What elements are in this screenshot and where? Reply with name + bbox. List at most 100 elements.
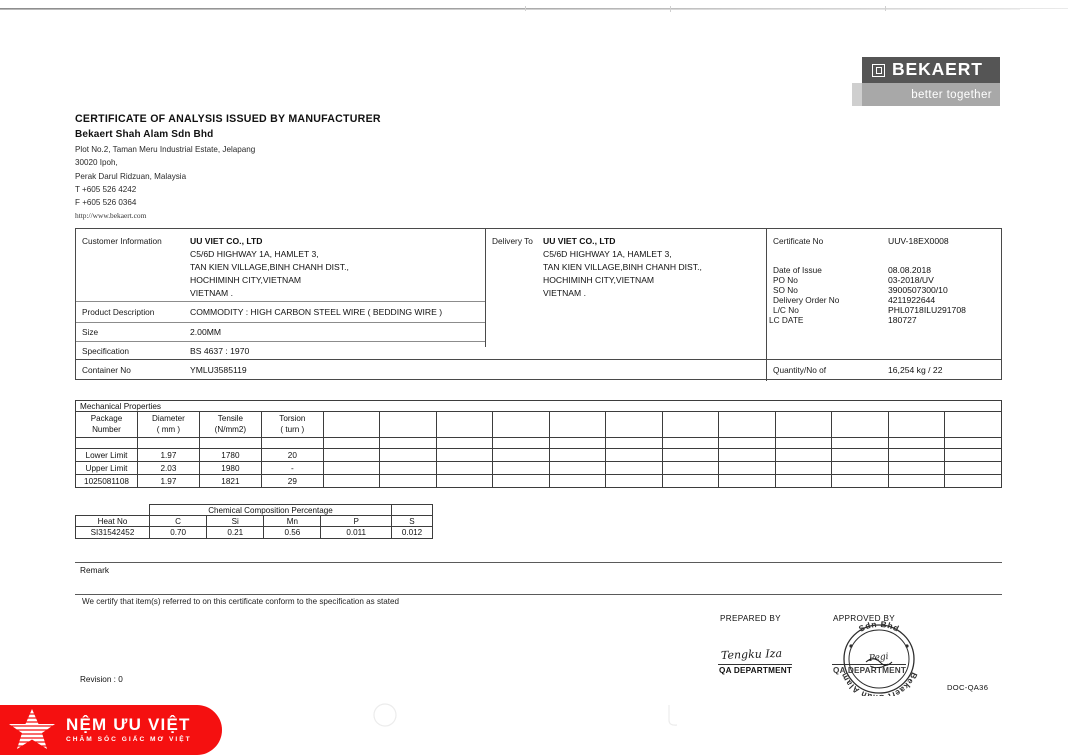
table-cell (718, 474, 776, 488)
prepared-by-signature: Tengku Iza (720, 646, 783, 662)
logo-wordmark: BEKAERT (892, 59, 983, 80)
spacer-cell (774, 437, 833, 449)
table-cell (605, 448, 663, 462)
table-cell: 0.012 (391, 526, 433, 539)
table-cell: Lower Limit (75, 448, 138, 462)
company-stamp: Sdn Bhd Bekaert Shah Alam Pegi (838, 620, 919, 696)
column-header: Tensile (N/mm2) (198, 411, 262, 438)
lc-date-label: LC DATE (769, 315, 804, 325)
panel-divider-horizontal (76, 359, 1001, 360)
table-cell: 1.97 (136, 474, 200, 488)
certify-divider (75, 594, 1002, 595)
chemical-title: Chemical Composition Percentage (149, 504, 392, 516)
date-of-issue-label: Date of Issue (773, 265, 822, 275)
spacer-cell (605, 437, 663, 449)
specification-label: Specification (82, 346, 130, 356)
issuing-company-name: Bekaert Shah Alam Sdn Bhd (75, 129, 214, 141)
spacer-cell (391, 504, 433, 516)
spacer-cell (136, 437, 200, 449)
table-cell (605, 474, 663, 488)
customer-information-label: Customer Information (82, 236, 162, 246)
chemical-title-row: Chemical Composition Percentage (76, 504, 433, 516)
delivery-to-label: Delivery To (492, 236, 533, 246)
scan-artifact-circle (373, 703, 397, 727)
table-cell (492, 474, 550, 488)
approved-by-label: APPROVED BY (833, 614, 895, 623)
table-cell (661, 461, 720, 475)
spacer-cell (718, 437, 776, 449)
table-cell: 1980 (198, 461, 262, 475)
table-cell: 0.56 (263, 526, 322, 539)
table-cell (774, 448, 833, 462)
issuing-company-address: Plot No.2, Taman Meru Industrial Estate,… (75, 143, 635, 209)
column-header (944, 411, 1002, 438)
spacer-cell (260, 437, 324, 449)
column-header: Heat No (75, 515, 150, 527)
quantity-value: 16,254 kg / 22 (888, 365, 943, 375)
table-cell: 0.70 (148, 526, 208, 539)
star-logo-icon (4, 709, 60, 749)
logo-banner: BEKAERT (862, 57, 1000, 83)
address-line: VIETNAM . (190, 288, 233, 299)
table-cell: 2.03 (136, 461, 200, 475)
scan-artifact-hook (668, 705, 678, 726)
address-line: VIETNAM . (543, 288, 586, 299)
nem-uu-viet-banner: NỆM ƯU VIỆT CHĂM SÓC GIẤC MƠ VIỆT (0, 705, 222, 755)
lc-date-value: 180727 (888, 315, 917, 325)
table-cell (831, 448, 889, 462)
table-cell: SI31542452 (75, 526, 150, 539)
address-line: T +605 526 4242 (75, 184, 137, 194)
address-line: HOCHIMINH CITY,VIETNAM (190, 275, 302, 286)
table-cell: Upper Limit (75, 461, 138, 475)
panel-divider-vertical (766, 229, 767, 381)
column-header: Si (206, 515, 265, 527)
po-no-label: PO No (773, 275, 798, 285)
delivery-order-no-value: 4211922644 (888, 295, 936, 305)
revision-label: Revision : 0 (80, 675, 123, 684)
table-cell: 29 (260, 474, 324, 488)
product-description-label: Product Description (82, 307, 155, 317)
table-cell (548, 461, 607, 475)
table-cell (492, 448, 550, 462)
panel-divider-horizontal (76, 301, 485, 302)
document-header: CERTIFICATE OF ANALYSIS ISSUED BY MANUFA… (75, 112, 635, 220)
column-header: Torsion( turn ) (260, 411, 324, 438)
address-line: C5/6D HIGHWAY 1A, HAMLET 3, (190, 249, 319, 259)
container-no-value: YMLU3585119 (190, 365, 247, 375)
customer-address: C5/6D HIGHWAY 1A, HAMLET 3, TAN KIEN VIL… (190, 248, 349, 300)
table-cell (435, 448, 494, 462)
table-cell: 20 (260, 448, 324, 462)
certificate-no-label: Certificate No (773, 236, 824, 246)
panel-divider-horizontal (76, 322, 485, 323)
certificate-no-value: UUV-18EX0008 (888, 236, 949, 246)
remark-divider (75, 562, 1002, 563)
scan-artifact-line-secondary (0, 9, 1020, 10)
column-header: Package Number (75, 411, 138, 438)
signature-rule (718, 664, 792, 665)
address-line: 30020 Ipoh, (75, 158, 118, 168)
scan-artifact-line (0, 8, 1068, 9)
svg-text:Pegi: Pegi (868, 652, 890, 664)
table-cell (831, 474, 889, 488)
table-cell (322, 461, 381, 475)
panel-divider-vertical (485, 229, 486, 347)
column-header (718, 411, 776, 438)
scan-artifact-dot (885, 6, 886, 11)
spacer-cell (322, 437, 381, 449)
spacer-cell (548, 437, 607, 449)
table-cell (322, 474, 381, 488)
mechanical-properties-table: Mechanical Properties Package Number Diamet… (75, 400, 1002, 488)
column-header: C (148, 515, 208, 527)
size-label: Size (82, 327, 99, 337)
delivery-name: UU VIET CO., LTD (543, 236, 616, 246)
certificate-info-panel: Customer Information UU VIET CO., LTD C5… (75, 228, 1002, 381)
table-cell (322, 448, 381, 462)
bekaert-mark-icon (872, 63, 885, 77)
table-cell: 1.97 (136, 448, 200, 462)
table-cell (492, 461, 550, 475)
address-line: TAN KIEN VILLAGE,BINH CHANH DIST., (543, 262, 702, 273)
so-no-value: 3900507300/10 (888, 285, 948, 295)
page-title: CERTIFICATE OF ANALYSIS ISSUED BY MANUFA… (75, 113, 381, 125)
address-line: Perak Darul Ridzuan, Malaysia (75, 171, 187, 181)
